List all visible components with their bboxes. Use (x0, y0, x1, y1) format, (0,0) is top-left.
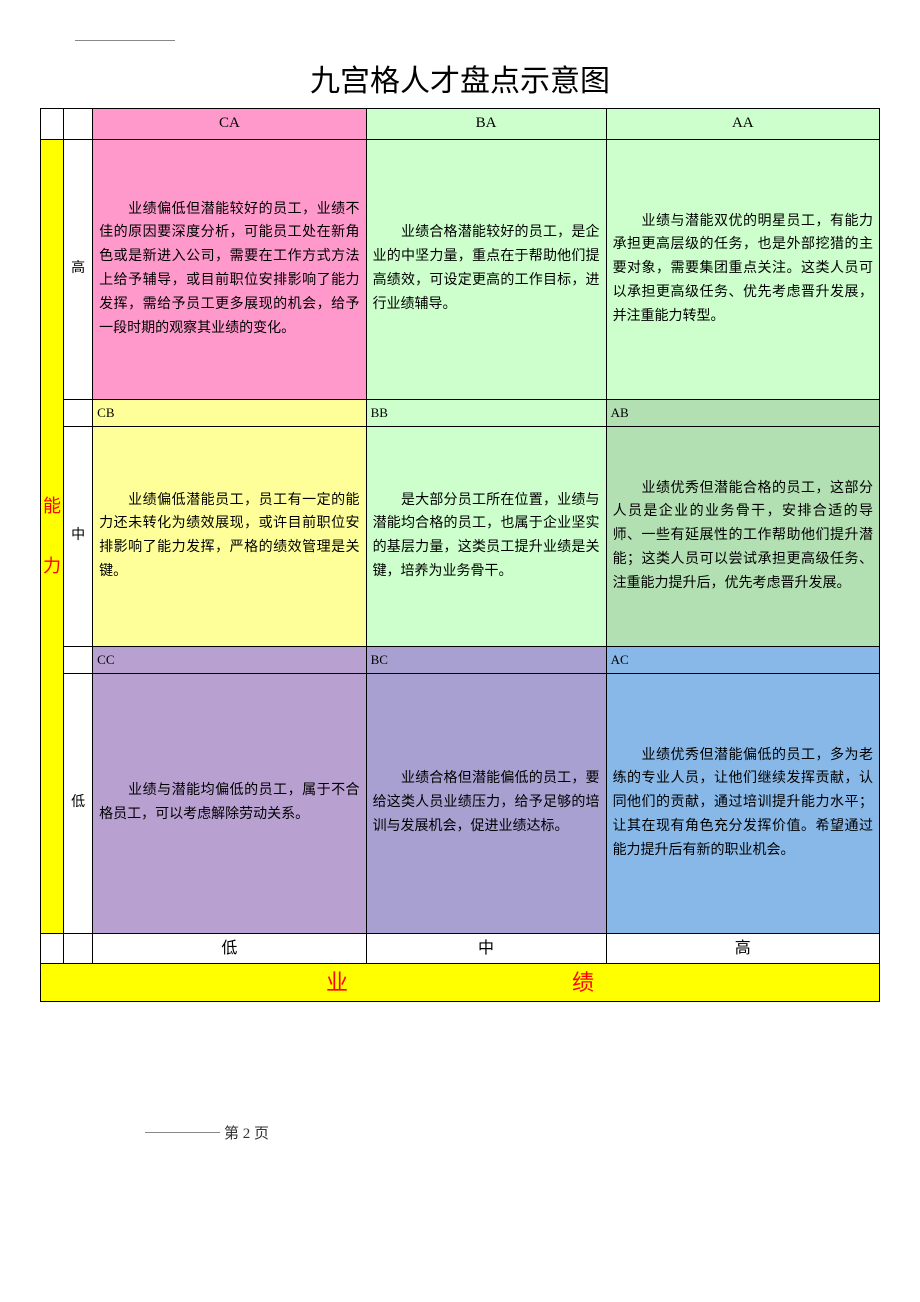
cell-AA: 业绩与潜能双优的明星员工，有能力承担更高层级的任务，也是外部挖猎的主要对象，需要… (606, 139, 879, 399)
header-row: CA BA AA (41, 109, 880, 140)
cell-CC: 业绩与潜能均偏低的员工，属于不合格员工，可以考虑解除劳动关系。 (93, 673, 366, 933)
cell-AB: 业绩优秀但潜能合格的员工，这部分人员是企业的业务骨干，安排合适的导师、一些有延展… (606, 426, 879, 646)
grid-row-low: 低 业绩与潜能均偏低的员工，属于不合格员工，可以考虑解除劳动关系。 业绩合格但潜… (41, 673, 880, 933)
footer-line (145, 1132, 220, 1133)
cell-BA: 业绩合格潜能较好的员工，是企业的中坚力量，重点在于帮助他们提高绩效，可设定更高的… (366, 139, 606, 399)
col-level-mid: 中 (366, 933, 606, 963)
label-AB: AB (606, 399, 879, 426)
nine-box-grid: CA BA AA 能 力 高 业绩偏低但潜能较好的员工，业绩不佳的原因要深度分析… (40, 108, 880, 1002)
header-AA: AA (606, 109, 879, 140)
blank-level-mid-label (63, 399, 92, 426)
cell-CA: 业绩偏低但潜能较好的员工，业绩不佳的原因要深度分析，可能员工处在新角色或是新进入… (93, 139, 366, 399)
label-BC: BC (366, 646, 606, 673)
row-level-high: 高 (63, 139, 92, 399)
col-level-row: 低 中 高 (41, 933, 880, 963)
label-row-mid: CB BB AB (41, 399, 880, 426)
label-CB: CB (93, 399, 366, 426)
page-number: 第 2 页 (224, 1122, 269, 1143)
cell-BC: 业绩合格但潜能偏低的员工，要给这类人员业绩压力，给予足够的培训与发展机会，促进业… (366, 673, 606, 933)
x-axis-label: 业 绩 (41, 963, 880, 1001)
page-footer: 第 2 页 (145, 1122, 920, 1143)
row-level-mid: 中 (63, 426, 92, 646)
header-BA: BA (366, 109, 606, 140)
cell-CB: 业绩偏低潜能员工，员工有一定的能力还未转化为绩效展现，或许目前职位安排影响了能力… (93, 426, 366, 646)
grid-row-high: 能 力 高 业绩偏低但潜能较好的员工，业绩不佳的原因要深度分析，可能员工处在新角… (41, 139, 880, 399)
label-BB: BB (366, 399, 606, 426)
x-axis-row: 业 绩 (41, 963, 880, 1001)
y-axis-label: 能 力 (41, 139, 64, 933)
top-line (75, 40, 175, 41)
corner-blank-1 (41, 109, 64, 140)
label-CC: CC (93, 646, 366, 673)
grid-row-mid: 中 业绩偏低潜能员工，员工有一定的能力还未转化为绩效展现，或许目前职位安排影响了… (41, 426, 880, 646)
blank-level-low-label (63, 646, 92, 673)
label-AC: AC (606, 646, 879, 673)
corner-blank-2 (63, 109, 92, 140)
cell-AC: 业绩优秀但潜能偏低的员工，多为老练的专业人员，让他们继续发挥贡献，认同他们的贡献… (606, 673, 879, 933)
col-level-low: 低 (93, 933, 366, 963)
y-axis-char-1: 能 (43, 491, 61, 522)
y-axis-char-2: 力 (43, 551, 61, 582)
row-level-low: 低 (63, 673, 92, 933)
label-row-low: CC BC AC (41, 646, 880, 673)
cell-BB: 是大部分员工所在位置，业绩与潜能均合格的员工，也属于企业坚实的基层力量，这类员工… (366, 426, 606, 646)
blank-bottom-2 (63, 933, 92, 963)
col-level-high: 高 (606, 933, 879, 963)
blank-bottom-1 (41, 933, 64, 963)
header-CA: CA (93, 109, 366, 140)
page-title: 九宫格人才盘点示意图 (0, 56, 920, 100)
